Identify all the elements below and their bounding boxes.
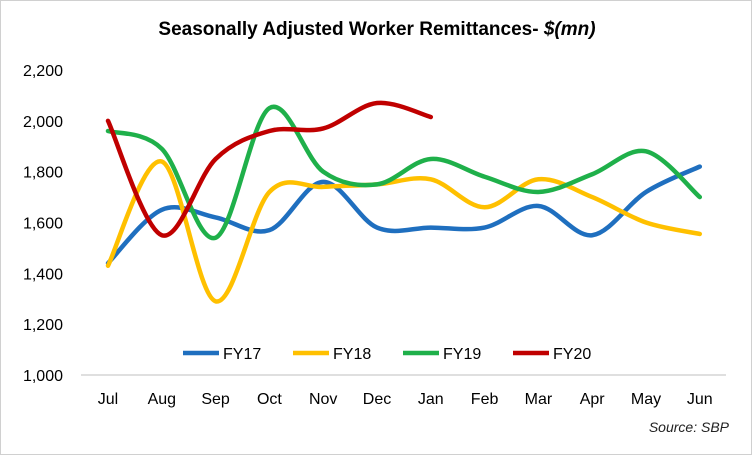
y-tick-label: 1,400: [23, 266, 63, 283]
legend-label: FY18: [333, 346, 371, 363]
legend-label: FY20: [553, 346, 591, 363]
x-tick-label: Sep: [201, 391, 230, 408]
title-unit: $(mn): [543, 19, 596, 40]
y-tick-label: 1,200: [23, 317, 63, 334]
legend-label: FY19: [443, 346, 481, 363]
x-tick-label: Nov: [309, 391, 337, 408]
x-tick-label: Feb: [471, 391, 499, 408]
y-tick-label: 2,200: [23, 63, 63, 80]
title-text: Seasonally Adjusted Worker Remittances-: [158, 19, 544, 40]
x-tick-label: Mar: [525, 391, 553, 408]
y-tick-label: 1,000: [23, 368, 63, 385]
x-tick-label: Jul: [98, 391, 118, 408]
y-tick-label: 1,800: [23, 165, 63, 182]
x-tick-label: Jan: [418, 391, 444, 408]
chart-title: Seasonally Adjusted Worker Remittances- …: [1, 19, 752, 41]
x-tick-label: Apr: [580, 391, 606, 408]
x-tick-label: Oct: [257, 391, 282, 408]
legend-label: FY17: [223, 346, 261, 363]
y-tick-label: 2,000: [23, 114, 63, 131]
x-tick-label: Dec: [363, 391, 391, 408]
x-tick-label: Aug: [148, 391, 176, 408]
series-line-fy20: [105, 100, 434, 238]
source-note: Source: SBP: [648, 419, 729, 435]
x-tick-label: Jun: [687, 391, 713, 408]
series-line-fy17: [105, 164, 703, 266]
x-tick-label: May: [631, 391, 661, 408]
y-tick-label: 1,600: [23, 216, 63, 233]
series-line-fy19: [105, 104, 703, 241]
